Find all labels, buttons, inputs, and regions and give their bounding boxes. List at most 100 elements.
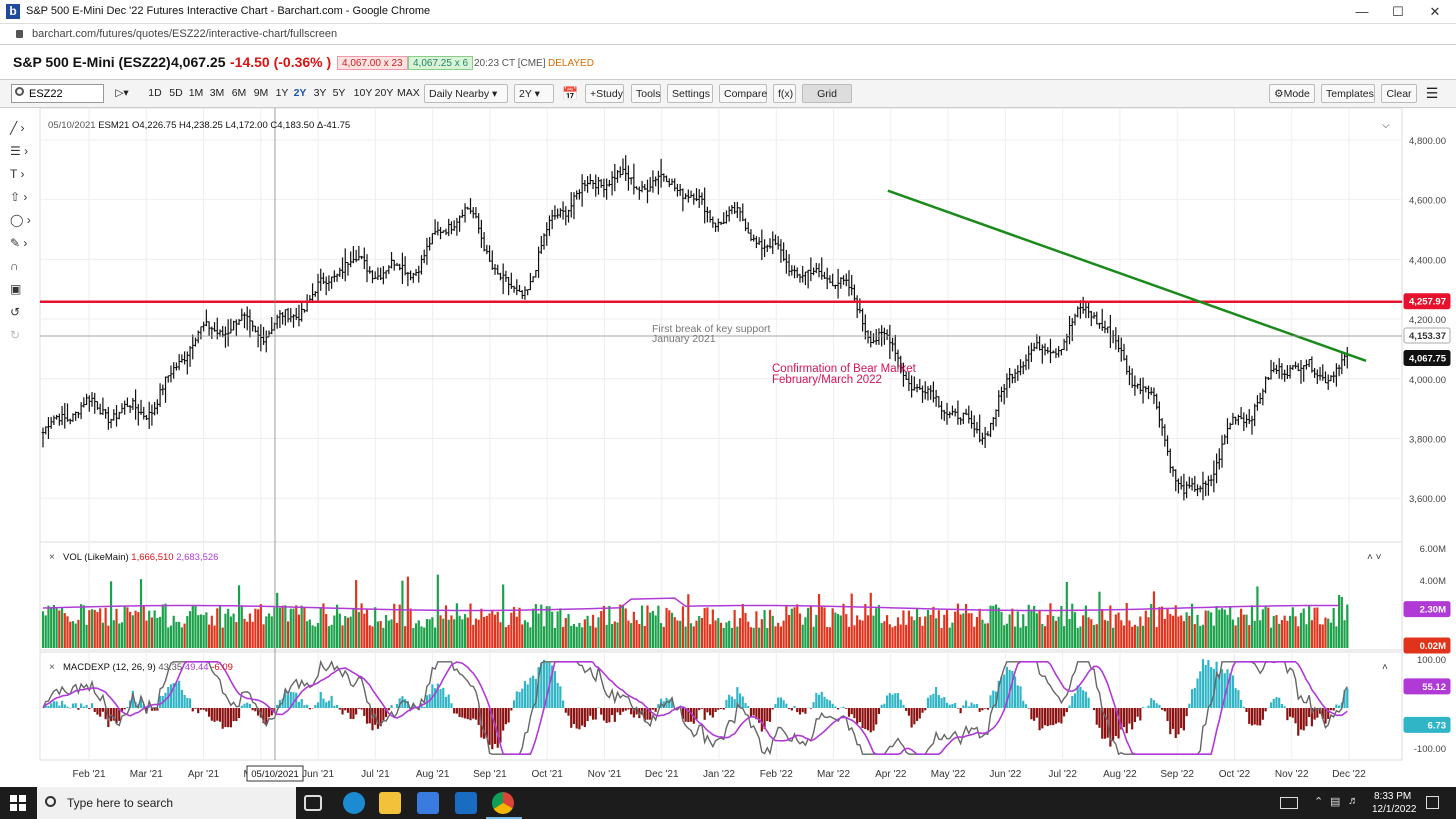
volume-bar [292,608,295,648]
macd-histogram-bar [918,708,921,719]
address-bar[interactable]: barchart.com/futures/quotes/ESZ22/intera… [0,24,1456,45]
volume-bar [1016,611,1019,648]
macd-histogram-bar [828,700,832,708]
range-select[interactable]: 2Y ▾ [514,84,554,103]
period-button-3m[interactable]: 3M [209,87,225,99]
chart-type-icon[interactable]: ▷▾ [115,87,129,99]
minimize-icon[interactable]: — [1355,4,1369,19]
volume-bar [703,608,706,648]
lock-tool-icon[interactable]: ▣ [10,282,22,296]
bid-badge: 4,067.00 x 23 [337,56,408,70]
volume-bar [692,626,695,648]
macd-histogram-bar [1286,708,1289,721]
volume-legend-part: VOL (LikeMain) [63,552,131,563]
maximize-icon[interactable]: ☐ [1392,4,1404,19]
calendar-icon[interactable]: 📅 [562,86,579,101]
tools-button[interactable]: Tools [631,84,661,103]
close-icon[interactable]: ✕ [1429,4,1441,19]
task-view-icon[interactable] [304,795,322,811]
mail-icon[interactable] [455,792,477,814]
period-button-1m[interactable]: 1M [188,87,204,99]
volume-bar [107,625,110,648]
period-button-5d[interactable]: 5D [169,87,183,99]
network-icon[interactable]: ▤ [1330,796,1341,808]
line-tool-icon[interactable]: ╱ › [10,121,25,135]
ohlc-legend-part: ESM21 [98,120,132,131]
url-text[interactable]: barchart.com/futures/quotes/ESZ22/intera… [32,28,338,40]
mode-button[interactable]: ⚙Mode [1269,84,1315,103]
study-button[interactable]: +Study [585,84,624,103]
macd-histogram-bar [93,708,96,712]
volume-bar [1092,624,1096,648]
period-button-1y[interactable]: 1Y [275,87,289,99]
fib-tool-icon[interactable]: ☰ › [10,144,29,158]
period-button-10y[interactable]: 10Y [353,87,373,99]
redo-icon[interactable]: ↻ [10,328,21,342]
volume-bar [940,627,943,648]
macd-histogram-bar [499,708,502,743]
macd-histogram-bar [96,708,99,715]
keyboard-icon[interactable] [1280,797,1298,809]
edge-icon[interactable] [343,792,365,814]
period-button-2y[interactable]: 2Y [293,87,307,99]
macd-histogram-bar [461,708,464,718]
chrome-icon[interactable] [492,792,514,814]
period-button-20y[interactable]: 20Y [374,87,394,99]
period-button-6m[interactable]: 6M [231,87,247,99]
clock-date[interactable]: 12/1/2022 [1372,804,1417,815]
text-tool-icon[interactable]: T › [10,167,25,181]
pattern-tool-icon[interactable]: ✎ › [10,236,28,250]
fx-button[interactable]: f(x) [773,84,796,103]
macd-histogram-bar [801,708,804,713]
clock-time[interactable]: 8:33 PM [1374,791,1412,802]
settings-button[interactable]: Settings [667,84,713,103]
templates-button[interactable]: Templates [1321,84,1375,103]
quote-time: 20:23 CT [CME] [474,58,546,69]
macd-histogram-bar [657,704,660,708]
macd-histogram-bar [77,708,80,710]
volume-bar [1248,625,1251,648]
macd-histogram-bar [926,697,930,708]
macd-histogram-bar [529,677,532,708]
macd-histogram-bar [975,703,979,708]
volume-bar [286,621,290,648]
volume-bar [208,624,211,648]
symbol-input[interactable] [11,84,104,103]
volume-bar [1215,605,1218,648]
aggregation-select[interactable]: Daily Nearby ▾ [424,84,508,103]
file-explorer-icon[interactable] [379,792,401,814]
windows-start-icon[interactable] [10,795,26,811]
period-button-3y[interactable]: 3Y [313,87,327,99]
macd-histogram-bar [1016,685,1019,708]
macd-histogram-bar [1030,708,1033,720]
period-button-5y[interactable]: 5Y [332,87,346,99]
grid-button[interactable]: Grid [802,84,852,103]
volume-bar [845,614,848,648]
measure-tool-icon[interactable]: ◯ › [10,213,31,227]
notification-icon[interactable] [1426,796,1439,809]
clear-button[interactable]: Clear [1381,84,1417,103]
volume-bar [259,604,262,648]
tray-chevron-icon[interactable]: ⌃ [1314,796,1324,808]
undo-icon[interactable]: ↺ [10,305,21,319]
hamburger-menu-icon[interactable]: ☰ [1425,85,1439,101]
volume-bar [1065,581,1068,648]
period-button-max[interactable]: MAX [397,87,420,99]
store-icon[interactable] [417,792,439,814]
macd-histogram-bar [613,708,616,722]
volume-icon[interactable]: ♬ [1348,795,1359,807]
magnet-icon[interactable]: ∩ [10,259,19,273]
macd-histogram-bar [945,702,949,708]
volume-bar [608,605,611,648]
macd-histogram-bar [308,708,311,710]
volume-bar [989,605,992,648]
taskbar-search-box[interactable]: Type here to search [37,787,296,819]
macd-histogram-bar [997,680,1000,708]
shape-tool-icon[interactable]: ⇧ › [10,190,28,204]
period-button-9m[interactable]: 9M [253,87,269,99]
x-tick-label: Nov '22 [1275,769,1309,780]
volume-bar [670,612,674,648]
compare-button[interactable]: Compare [719,84,767,103]
period-button-1d[interactable]: 1D [148,87,162,99]
